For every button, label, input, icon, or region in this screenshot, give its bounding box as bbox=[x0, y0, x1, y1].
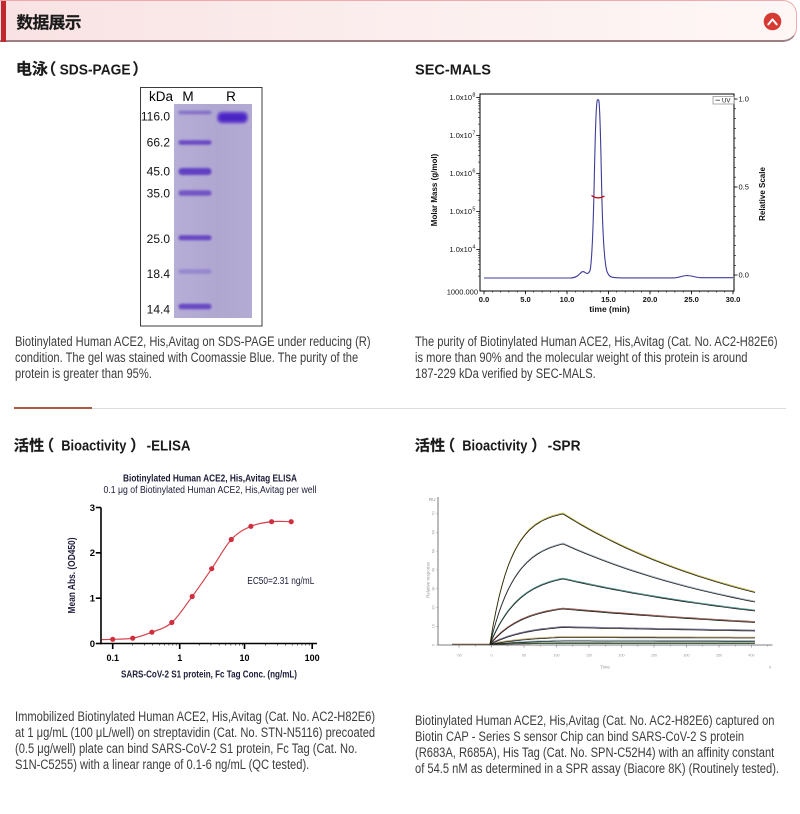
svg-text:300: 300 bbox=[683, 654, 689, 658]
svg-text:EC50=2.31 ng/mL: EC50=2.31 ng/mL bbox=[247, 576, 314, 587]
svg-text:5.0: 5.0 bbox=[520, 295, 531, 304]
svg-text:7: 7 bbox=[472, 131, 475, 137]
svg-text:0: 0 bbox=[432, 644, 436, 646]
svg-text:30.0: 30.0 bbox=[726, 295, 741, 304]
svg-text:1: 1 bbox=[177, 653, 182, 663]
svg-text:45.0: 45.0 bbox=[147, 165, 171, 179]
svg-text:1: 1 bbox=[90, 594, 96, 605]
svg-text:10.0: 10.0 bbox=[560, 295, 575, 304]
svg-text:1.0x10: 1.0x10 bbox=[449, 131, 472, 140]
svg-text:66.2: 66.2 bbox=[147, 136, 171, 150]
svg-text:0.1: 0.1 bbox=[106, 653, 119, 663]
svg-text:1000.000: 1000.000 bbox=[447, 288, 478, 297]
svg-text:1.0: 1.0 bbox=[739, 95, 749, 104]
svg-text:s: s bbox=[769, 665, 772, 670]
svg-text:100: 100 bbox=[305, 653, 320, 663]
svg-text:25.0: 25.0 bbox=[684, 295, 699, 304]
svg-text:400: 400 bbox=[748, 654, 754, 658]
svg-text:0.0: 0.0 bbox=[739, 271, 749, 280]
svg-text:0.0: 0.0 bbox=[479, 295, 490, 304]
svg-text:-ELISA: -ELISA bbox=[147, 438, 191, 454]
svg-text:0: 0 bbox=[90, 639, 95, 650]
svg-text:SDS-PAGE: SDS-PAGE bbox=[60, 62, 131, 78]
svg-text:200: 200 bbox=[618, 654, 624, 658]
svg-text:18.4: 18.4 bbox=[147, 267, 171, 281]
svg-text:15.0: 15.0 bbox=[601, 295, 616, 304]
svg-text:RU: RU bbox=[429, 497, 436, 502]
svg-text:0.1 μg of Biotinylated Human A: 0.1 μg of Biotinylated Human ACE2, His,A… bbox=[104, 485, 317, 496]
svg-text:70: 70 bbox=[432, 511, 436, 515]
svg-text:10: 10 bbox=[432, 624, 436, 628]
svg-text:116.0: 116.0 bbox=[141, 110, 170, 124]
svg-text:1.0x10: 1.0x10 bbox=[449, 207, 472, 216]
svg-text:25.0: 25.0 bbox=[147, 232, 171, 246]
svg-text:kDa: kDa bbox=[149, 89, 173, 104]
svg-text:UV: UV bbox=[722, 99, 730, 105]
svg-text:20.0: 20.0 bbox=[643, 295, 658, 304]
svg-text:10: 10 bbox=[239, 653, 249, 663]
svg-text:-SPR: -SPR bbox=[548, 438, 581, 454]
svg-text:4: 4 bbox=[472, 245, 475, 251]
svg-text:-50: -50 bbox=[456, 654, 462, 658]
svg-text:SARS-CoV-2 S1 protein, Fc Tag: SARS-CoV-2 S1 protein, Fc Tag Conc. (ng/… bbox=[121, 669, 297, 681]
svg-text:60: 60 bbox=[432, 530, 436, 534]
svg-text:1.0x10: 1.0x10 bbox=[449, 93, 472, 102]
svg-text:5: 5 bbox=[472, 207, 475, 213]
svg-text:100: 100 bbox=[553, 654, 559, 658]
svg-text:Mean Abs. (OD450): Mean Abs. (OD450) bbox=[67, 538, 78, 614]
svg-text:R: R bbox=[226, 89, 236, 104]
svg-text:Molar Mass (g/mol): Molar Mass (g/mol) bbox=[430, 153, 439, 226]
svg-text:50: 50 bbox=[522, 654, 526, 658]
svg-text:50: 50 bbox=[432, 549, 436, 553]
svg-text:Relative Scale: Relative Scale bbox=[758, 167, 767, 221]
svg-text:time (min): time (min) bbox=[589, 304, 630, 314]
svg-text:2: 2 bbox=[90, 548, 95, 559]
svg-text:0.5: 0.5 bbox=[739, 183, 749, 192]
svg-text:Bioactivity: Bioactivity bbox=[61, 438, 127, 454]
svg-text:1.0x10: 1.0x10 bbox=[449, 169, 472, 178]
svg-text:Time: Time bbox=[600, 665, 610, 670]
svg-text:Biotinylated Human ACE2, His,A: Biotinylated Human ACE2, His,Avitag ELIS… bbox=[123, 474, 297, 485]
svg-text:40: 40 bbox=[432, 568, 436, 572]
svg-text:Bioactivity: Bioactivity bbox=[462, 438, 528, 454]
svg-text:Relative response: Relative response bbox=[426, 561, 431, 598]
svg-text:30: 30 bbox=[432, 587, 436, 591]
svg-text:1.0x10: 1.0x10 bbox=[449, 245, 472, 254]
svg-text:14.4: 14.4 bbox=[147, 303, 171, 317]
svg-text:3: 3 bbox=[90, 503, 95, 514]
svg-text:150: 150 bbox=[586, 654, 592, 658]
svg-text:6: 6 bbox=[472, 169, 475, 175]
svg-text:0: 0 bbox=[490, 654, 492, 658]
svg-text:SEC-MALS: SEC-MALS bbox=[415, 62, 491, 78]
svg-text:M: M bbox=[182, 89, 193, 104]
svg-text:20: 20 bbox=[432, 605, 436, 609]
svg-text:35.0: 35.0 bbox=[147, 187, 171, 201]
svg-text:8: 8 bbox=[472, 93, 475, 99]
svg-text:250: 250 bbox=[651, 654, 657, 658]
svg-text:350: 350 bbox=[716, 654, 722, 658]
